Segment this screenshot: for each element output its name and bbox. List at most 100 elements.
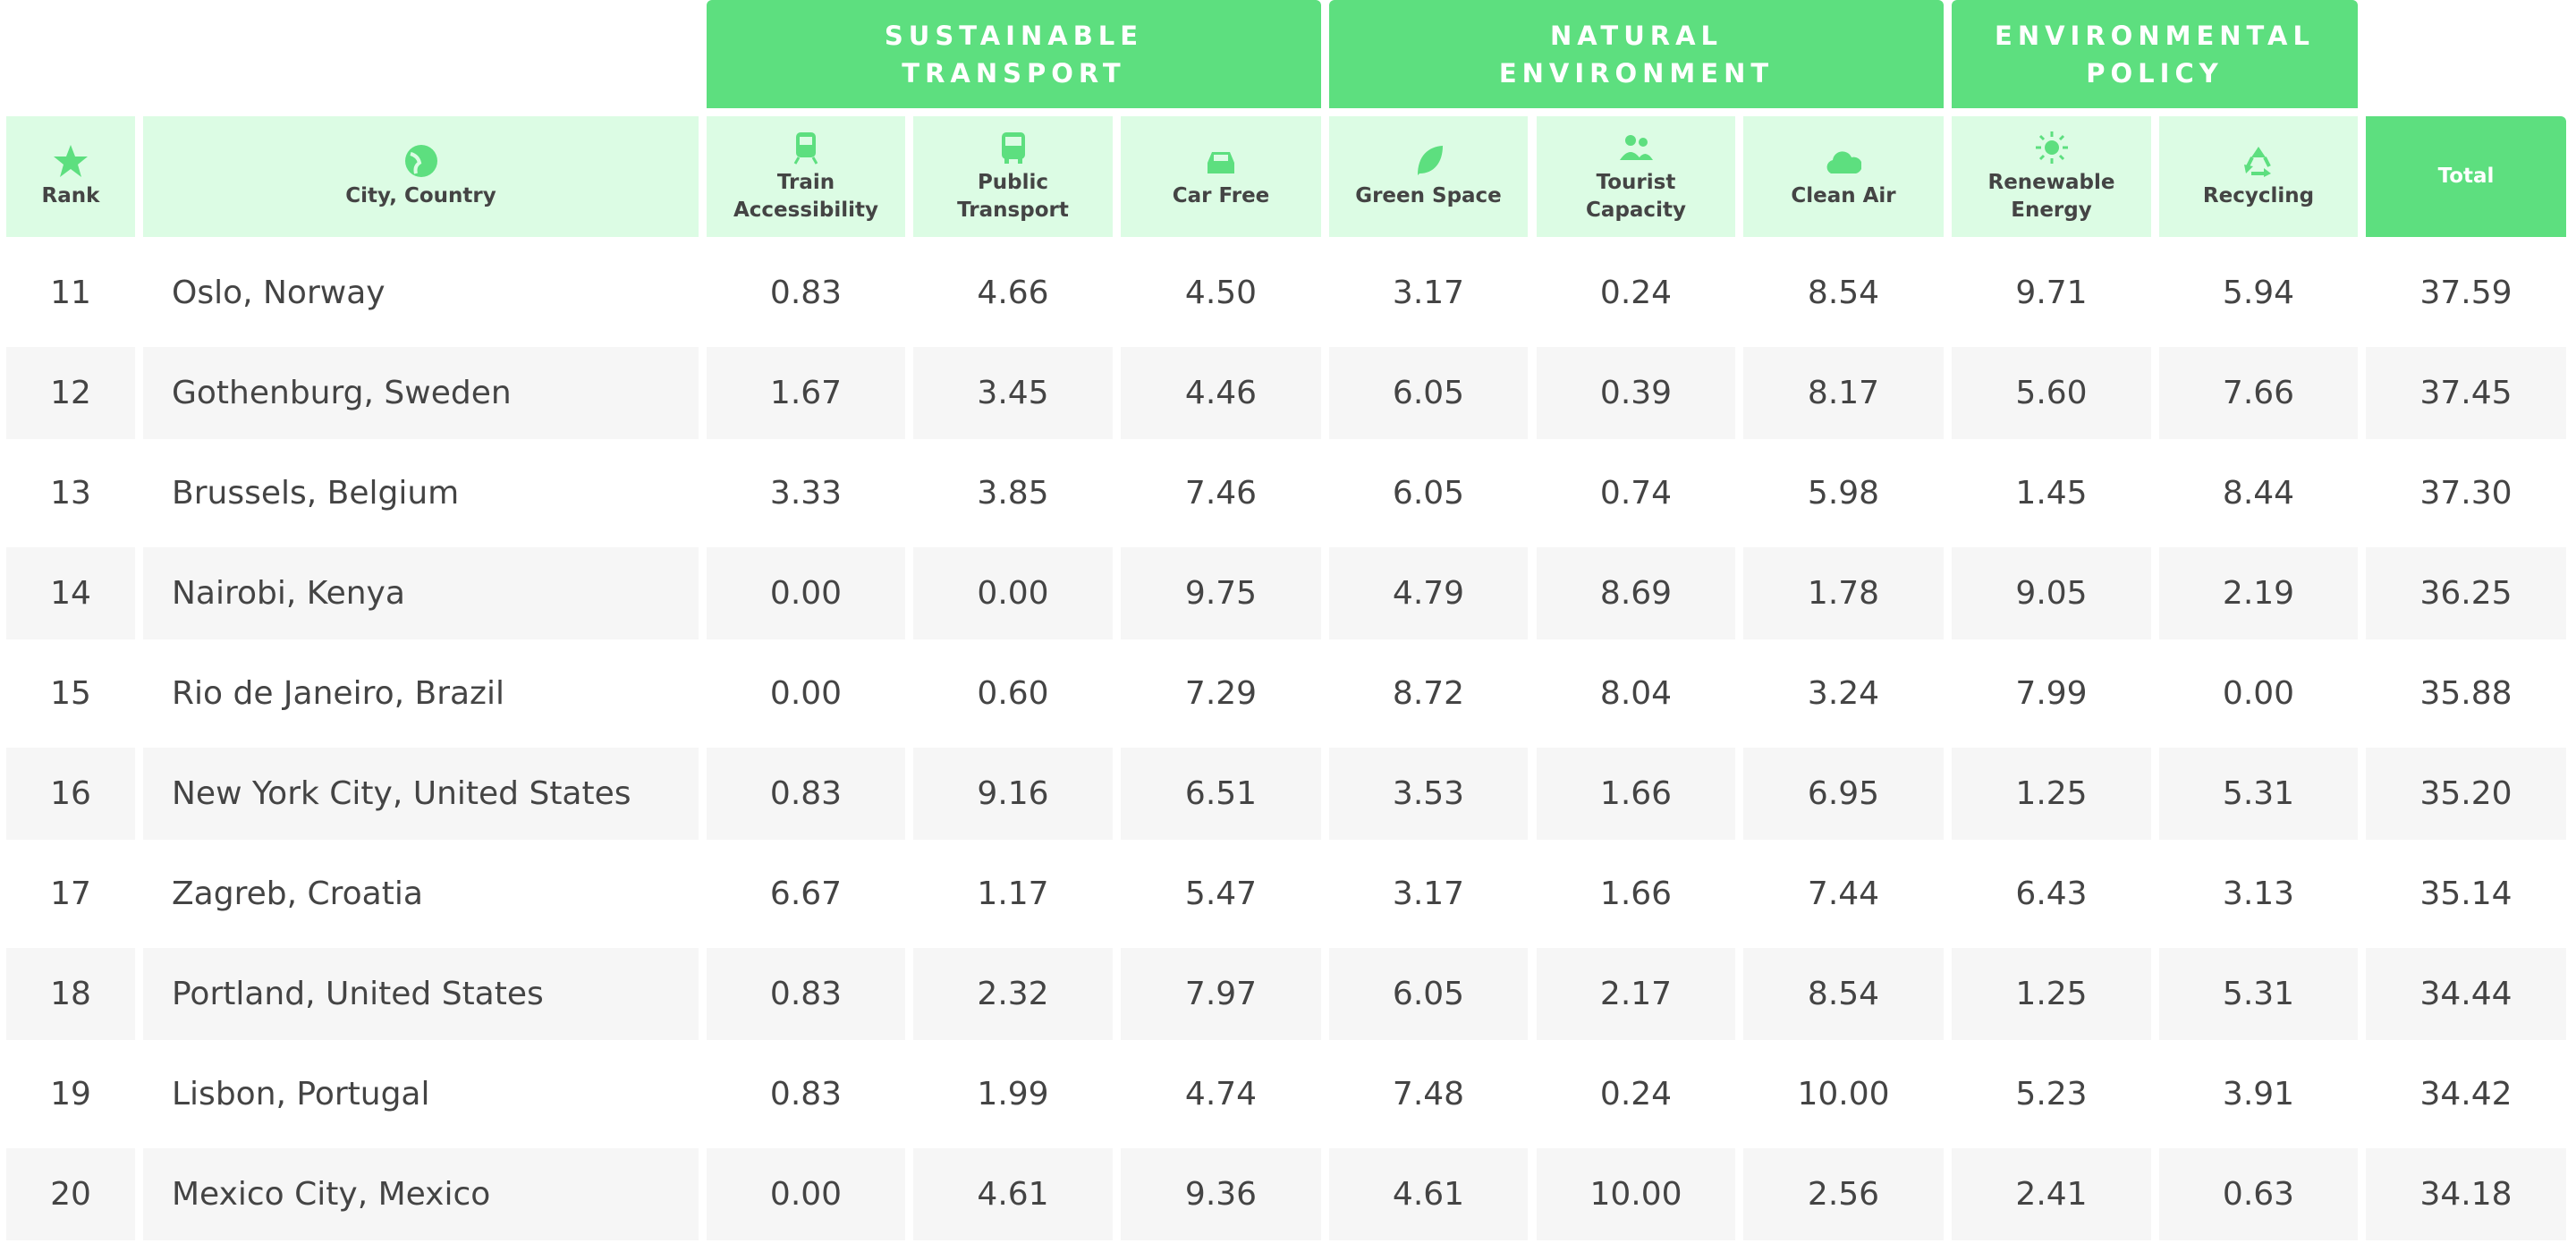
table-cell: 15 — [6, 647, 135, 740]
label: 4.46 — [1184, 375, 1258, 411]
column-icon — [1620, 134, 1653, 160]
table-cell: Gothenburg, Sweden — [143, 347, 699, 439]
label: 3.53 — [1392, 775, 1465, 812]
label: 5.47 — [1184, 876, 1258, 912]
label: 8.69 — [1599, 575, 1673, 612]
table-cell: 9.36 — [1121, 1148, 1321, 1240]
table-cell: 9.05 — [1952, 547, 2151, 639]
label: 10.00 — [1797, 1076, 1890, 1112]
label: 1.66 — [1599, 775, 1673, 812]
table-cell: 5.31 — [2159, 948, 2358, 1040]
column-header: Renewable Energy — [1952, 116, 2151, 237]
label: 8.72 — [1392, 675, 1465, 712]
table-cell: 4.66 — [913, 247, 1113, 339]
group-header: ENVIRONMENTAL POLICY — [1952, 0, 2358, 108]
label: 0.60 — [977, 675, 1049, 712]
label: SUSTAINABLE TRANSPORT — [884, 20, 1144, 89]
label: 1.25 — [2015, 976, 2088, 1012]
label: 34.42 — [2419, 1076, 2512, 1112]
table-cell: 0.83 — [707, 1048, 905, 1140]
table-cell: 0.24 — [1537, 1048, 1735, 1140]
label: 1.78 — [1807, 575, 1880, 612]
label: 2.17 — [1599, 976, 1673, 1012]
label: 7.66 — [2222, 375, 2295, 411]
table-cell: 10.00 — [1743, 1048, 1944, 1140]
table-cell: 7.48 — [1329, 1048, 1528, 1140]
table-cell: 1.17 — [913, 848, 1113, 940]
table-cell: 1.99 — [913, 1048, 1113, 1140]
label: 0.74 — [1599, 475, 1673, 512]
table-cell: 20 — [6, 1148, 135, 1240]
label: 13 — [50, 475, 91, 512]
label: 6.05 — [1392, 375, 1465, 411]
table-cell: 6.05 — [1329, 948, 1528, 1040]
label: ENVIRONMENTAL POLICY — [1995, 20, 2315, 89]
table-cell: 0.00 — [2159, 647, 2358, 740]
table-cell: 8.54 — [1743, 247, 1944, 339]
label: 7.44 — [1807, 876, 1880, 912]
table-cell: 0.74 — [1537, 447, 1735, 539]
label: 2.41 — [2015, 1176, 2088, 1213]
column-icon — [1208, 152, 1234, 173]
label: Portland, United States — [172, 976, 544, 1012]
label: 35.14 — [2419, 876, 2512, 912]
label: 5.23 — [2015, 1076, 2088, 1112]
label: 6.05 — [1392, 475, 1465, 512]
table-cell: 2.41 — [1952, 1148, 2151, 1240]
table-cell: 0.00 — [707, 1148, 905, 1240]
column-header: Clean Air — [1743, 116, 1944, 237]
label: 4.66 — [977, 275, 1049, 311]
table-cell: 6.51 — [1121, 748, 1321, 840]
label: 3.91 — [2222, 1076, 2295, 1112]
column-icon — [793, 131, 818, 165]
label: 1.45 — [2015, 475, 2088, 512]
column-icon — [1418, 146, 1443, 175]
column-icon — [2035, 131, 2068, 164]
label: 9.36 — [1184, 1176, 1258, 1213]
table-cell: 0.83 — [707, 247, 905, 339]
table-cell: 34.44 — [2366, 948, 2566, 1040]
label: NATURAL ENVIRONMENT — [1498, 20, 1775, 89]
label: 15 — [50, 675, 91, 712]
label: 0.83 — [769, 976, 843, 1012]
table-cell: 2.32 — [913, 948, 1113, 1040]
label: 9.71 — [2015, 275, 2088, 311]
table-cell: 3.24 — [1743, 647, 1944, 740]
table-cell: 9.75 — [1121, 547, 1321, 639]
label: 16 — [50, 775, 91, 812]
label: Rank — [41, 184, 100, 207]
label: 5.94 — [2222, 275, 2295, 311]
label: 9.75 — [1184, 575, 1258, 612]
label: 5.98 — [1807, 475, 1880, 512]
label: Clean Air — [1791, 184, 1896, 207]
label: 1.99 — [977, 1076, 1049, 1112]
table-cell: 3.13 — [2159, 848, 2358, 940]
label: 3.24 — [1807, 675, 1880, 712]
label: 0.39 — [1599, 375, 1673, 411]
table-cell: 17 — [6, 848, 135, 940]
table-cell: 0.00 — [707, 547, 905, 639]
table-cell: 3.53 — [1329, 748, 1528, 840]
label: 9.16 — [977, 775, 1049, 812]
table-cell: 2.19 — [2159, 547, 2358, 639]
label: 4.61 — [1392, 1176, 1465, 1213]
table-cell: 8.54 — [1743, 948, 1944, 1040]
label: 35.20 — [2419, 775, 2512, 812]
table-cell: 7.29 — [1121, 647, 1321, 740]
table-cell: 1.25 — [1952, 748, 2151, 840]
label: 4.50 — [1184, 275, 1258, 311]
table-cell: 3.45 — [913, 347, 1113, 439]
label: 2.19 — [2222, 575, 2295, 612]
column-header: Public Transport — [913, 116, 1113, 237]
table-cell: 10.00 — [1537, 1148, 1735, 1240]
table-cell: 9.71 — [1952, 247, 2151, 339]
label: 36.25 — [2419, 575, 2512, 612]
table-cell: 5.31 — [2159, 748, 2358, 840]
label: 20 — [50, 1176, 91, 1213]
label: 19 — [50, 1076, 91, 1112]
label: 5.60 — [2015, 375, 2088, 411]
table-cell: 34.18 — [2366, 1148, 2566, 1240]
table-cell: 2.56 — [1743, 1148, 1944, 1240]
label: Brussels, Belgium — [172, 475, 460, 512]
table-cell: 6.67 — [707, 848, 905, 940]
